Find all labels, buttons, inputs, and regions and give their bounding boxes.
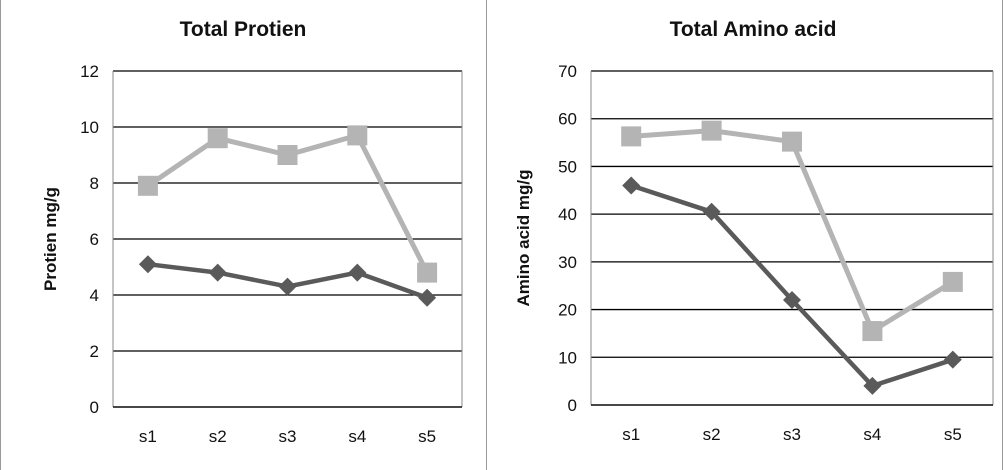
y-tick-label: 12 — [80, 62, 99, 81]
chart-title: Total Protien — [180, 18, 307, 41]
chart-panel-total-protein: Total Protien 0 2 4 6 8 10 12 s1 s2 s3 s4 s5 Protien … — [0, 0, 487, 470]
y-tick-label: 10 — [80, 118, 99, 137]
y-axis-label: Amino acid mg/g — [514, 170, 533, 307]
data-point-diamond — [943, 350, 962, 369]
x-tick-label: s3 — [279, 427, 297, 446]
y-tick-label: 40 — [558, 205, 577, 224]
x-tick-label: s2 — [703, 425, 721, 444]
data-point-diamond — [863, 376, 882, 395]
x-tick-label: s1 — [139, 427, 157, 446]
x-tick-label: s5 — [418, 427, 436, 446]
y-tick-label: 60 — [558, 110, 577, 129]
series-line-diamond — [630, 183, 954, 389]
data-point-square — [862, 321, 883, 342]
chart-title: Total Amino acid — [670, 18, 837, 41]
y-tick-label: 30 — [558, 253, 577, 272]
chart-panel-total-amino-acid: Total Amino acid 0 10 20 30 40 50 60 70 s1 s2 s3 s4 s… — [487, 0, 1003, 470]
data-point-diamond — [702, 202, 721, 221]
y-tick-label: 10 — [558, 348, 577, 367]
y-tick-label: 0 — [90, 398, 99, 417]
data-point-diamond — [278, 277, 297, 296]
x-tick-label: s2 — [209, 427, 227, 446]
data-point-square — [277, 145, 298, 165]
data-point-square — [417, 262, 438, 283]
left-border — [0, 0, 1, 470]
x-tick-label: s4 — [348, 427, 366, 446]
data-point-diamond — [348, 263, 367, 282]
data-point-square — [347, 125, 368, 146]
y-tick-label: 6 — [90, 230, 99, 249]
x-tick-label: s5 — [944, 425, 962, 444]
data-point-diamond — [622, 176, 641, 195]
data-point-diamond — [138, 255, 157, 274]
data-point-square — [207, 128, 228, 149]
y-tick-label: 8 — [90, 174, 99, 193]
x-tick-label: s1 — [622, 425, 640, 444]
y-axis-label: Protien mg/g — [41, 187, 60, 291]
panel-divider — [486, 0, 487, 470]
data-point-square — [621, 126, 642, 147]
x-tick-label: s4 — [863, 425, 881, 444]
y-tick-label: 20 — [558, 301, 577, 320]
data-point-square — [782, 131, 802, 152]
data-point-square — [701, 120, 722, 141]
x-tick-label: s3 — [783, 425, 801, 444]
chart-total-protein: Total Protien 0 2 4 6 8 10 12 s1 s2 s3 s4 s5 Protien … — [41, 18, 463, 446]
y-tick-label: 2 — [90, 342, 99, 361]
data-point-diamond — [418, 288, 437, 307]
chart-total-amino-acid: Total Amino acid 0 10 20 30 40 50 60 70 s1 s2 s3 s4 s… — [514, 18, 994, 444]
y-tick-label: 70 — [558, 62, 577, 81]
y-tick-label: 50 — [558, 157, 577, 176]
data-point-diamond — [208, 263, 227, 282]
data-point-square — [137, 175, 158, 196]
data-point-square — [942, 271, 963, 292]
data-point-diamond — [783, 291, 801, 310]
y-tick-label: 0 — [568, 396, 577, 415]
y-tick-label: 4 — [90, 286, 99, 305]
